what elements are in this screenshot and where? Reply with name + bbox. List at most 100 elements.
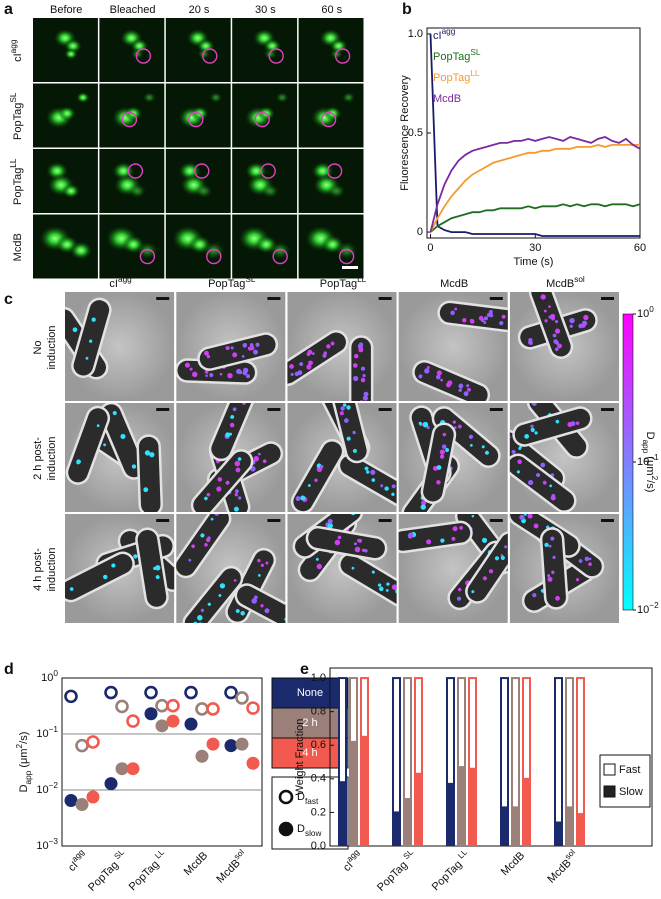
micrograph-tile xyxy=(509,403,619,512)
track xyxy=(386,582,390,586)
track xyxy=(343,418,349,423)
track xyxy=(225,346,230,351)
panel-label: d xyxy=(4,661,14,678)
y-axis-label-part: /s) xyxy=(18,732,30,744)
y-tick-label: 0 xyxy=(417,226,423,238)
track xyxy=(557,343,562,349)
track xyxy=(253,595,258,600)
micrograph-tile xyxy=(232,18,298,82)
track xyxy=(237,457,242,461)
track xyxy=(509,435,511,439)
cell-body xyxy=(528,292,574,359)
track xyxy=(519,514,525,520)
micrograph-tile xyxy=(287,292,397,401)
x-tick-label-part: McdB xyxy=(545,857,573,885)
colorbar-tick-label: 10−1 xyxy=(637,453,659,468)
track xyxy=(342,403,347,407)
track xyxy=(337,535,342,540)
fluorescent-spot xyxy=(58,106,76,121)
track xyxy=(407,533,413,539)
track xyxy=(480,318,485,323)
y-tick-label: 10−1 xyxy=(36,725,58,740)
x-tick-label: 60 xyxy=(634,242,646,254)
bleach-circle xyxy=(260,163,276,179)
track xyxy=(351,566,355,570)
point-slow xyxy=(86,790,100,804)
x-tick-label: 30 xyxy=(529,242,541,254)
track xyxy=(315,557,319,561)
track xyxy=(91,317,96,322)
bar-fast xyxy=(392,677,401,814)
track xyxy=(89,339,93,343)
track xyxy=(360,366,366,371)
point-fast xyxy=(126,714,140,728)
track xyxy=(458,388,462,392)
track xyxy=(131,464,137,469)
scale-bar xyxy=(489,297,503,300)
bar-fast xyxy=(565,677,574,809)
track xyxy=(426,426,430,430)
micrograph-tile xyxy=(176,292,286,401)
track xyxy=(575,421,580,425)
track xyxy=(552,333,557,338)
track xyxy=(380,484,384,488)
cell xyxy=(136,434,163,512)
track xyxy=(257,452,261,456)
track xyxy=(527,479,534,486)
row-label-part: PopTag xyxy=(12,103,24,140)
legend-entry-part: LL xyxy=(470,69,480,78)
fluorescent-spot xyxy=(275,92,289,103)
track xyxy=(578,323,583,329)
bar-slow xyxy=(576,814,585,846)
track xyxy=(436,480,441,485)
bar-fast xyxy=(511,677,520,809)
track xyxy=(534,431,538,435)
bleach-circle xyxy=(320,111,337,128)
point-fast xyxy=(195,702,209,716)
track xyxy=(299,362,304,367)
track xyxy=(550,536,555,541)
bar-fast xyxy=(457,677,466,769)
track xyxy=(253,349,259,355)
point-slow xyxy=(184,717,198,731)
y-axis-label: Dapp (μm2/s) xyxy=(15,732,33,793)
fluorescent-spot xyxy=(128,183,147,199)
y-tick-label-part: 0 xyxy=(53,669,58,678)
cell xyxy=(182,565,244,623)
x-tick-label: PopTag SL xyxy=(373,847,420,894)
track xyxy=(511,449,516,454)
cell xyxy=(528,292,574,359)
track xyxy=(206,354,211,359)
cell xyxy=(420,422,457,504)
track xyxy=(458,383,464,389)
track xyxy=(289,364,294,369)
track xyxy=(236,368,242,375)
track xyxy=(540,462,546,468)
track xyxy=(456,596,462,601)
fluorescent-spot xyxy=(342,92,356,103)
track xyxy=(531,403,537,406)
track xyxy=(384,486,389,491)
track xyxy=(234,489,239,494)
track xyxy=(578,559,583,563)
bleach-circle xyxy=(202,48,218,64)
track xyxy=(516,470,520,474)
colorbar-tick-label-part: 10 xyxy=(637,604,649,616)
track xyxy=(441,444,447,449)
column-header-part: PopTag xyxy=(320,278,357,290)
x-tick-label: PopTag LL xyxy=(124,847,170,893)
colorbar-label-part: 2 xyxy=(650,476,659,481)
track xyxy=(155,575,160,580)
track xyxy=(517,459,522,464)
point-fast xyxy=(184,685,198,700)
track xyxy=(155,565,161,571)
track xyxy=(364,549,368,553)
micrograph-tile xyxy=(65,292,175,401)
colorbar-tick-label-part: 0 xyxy=(649,305,654,314)
track xyxy=(295,496,301,502)
micrograph-tile xyxy=(287,514,397,623)
bar-slow xyxy=(457,767,466,846)
track xyxy=(529,341,533,346)
x-axis-label: Time (s) xyxy=(514,256,554,268)
column-header: McdB xyxy=(440,278,468,290)
